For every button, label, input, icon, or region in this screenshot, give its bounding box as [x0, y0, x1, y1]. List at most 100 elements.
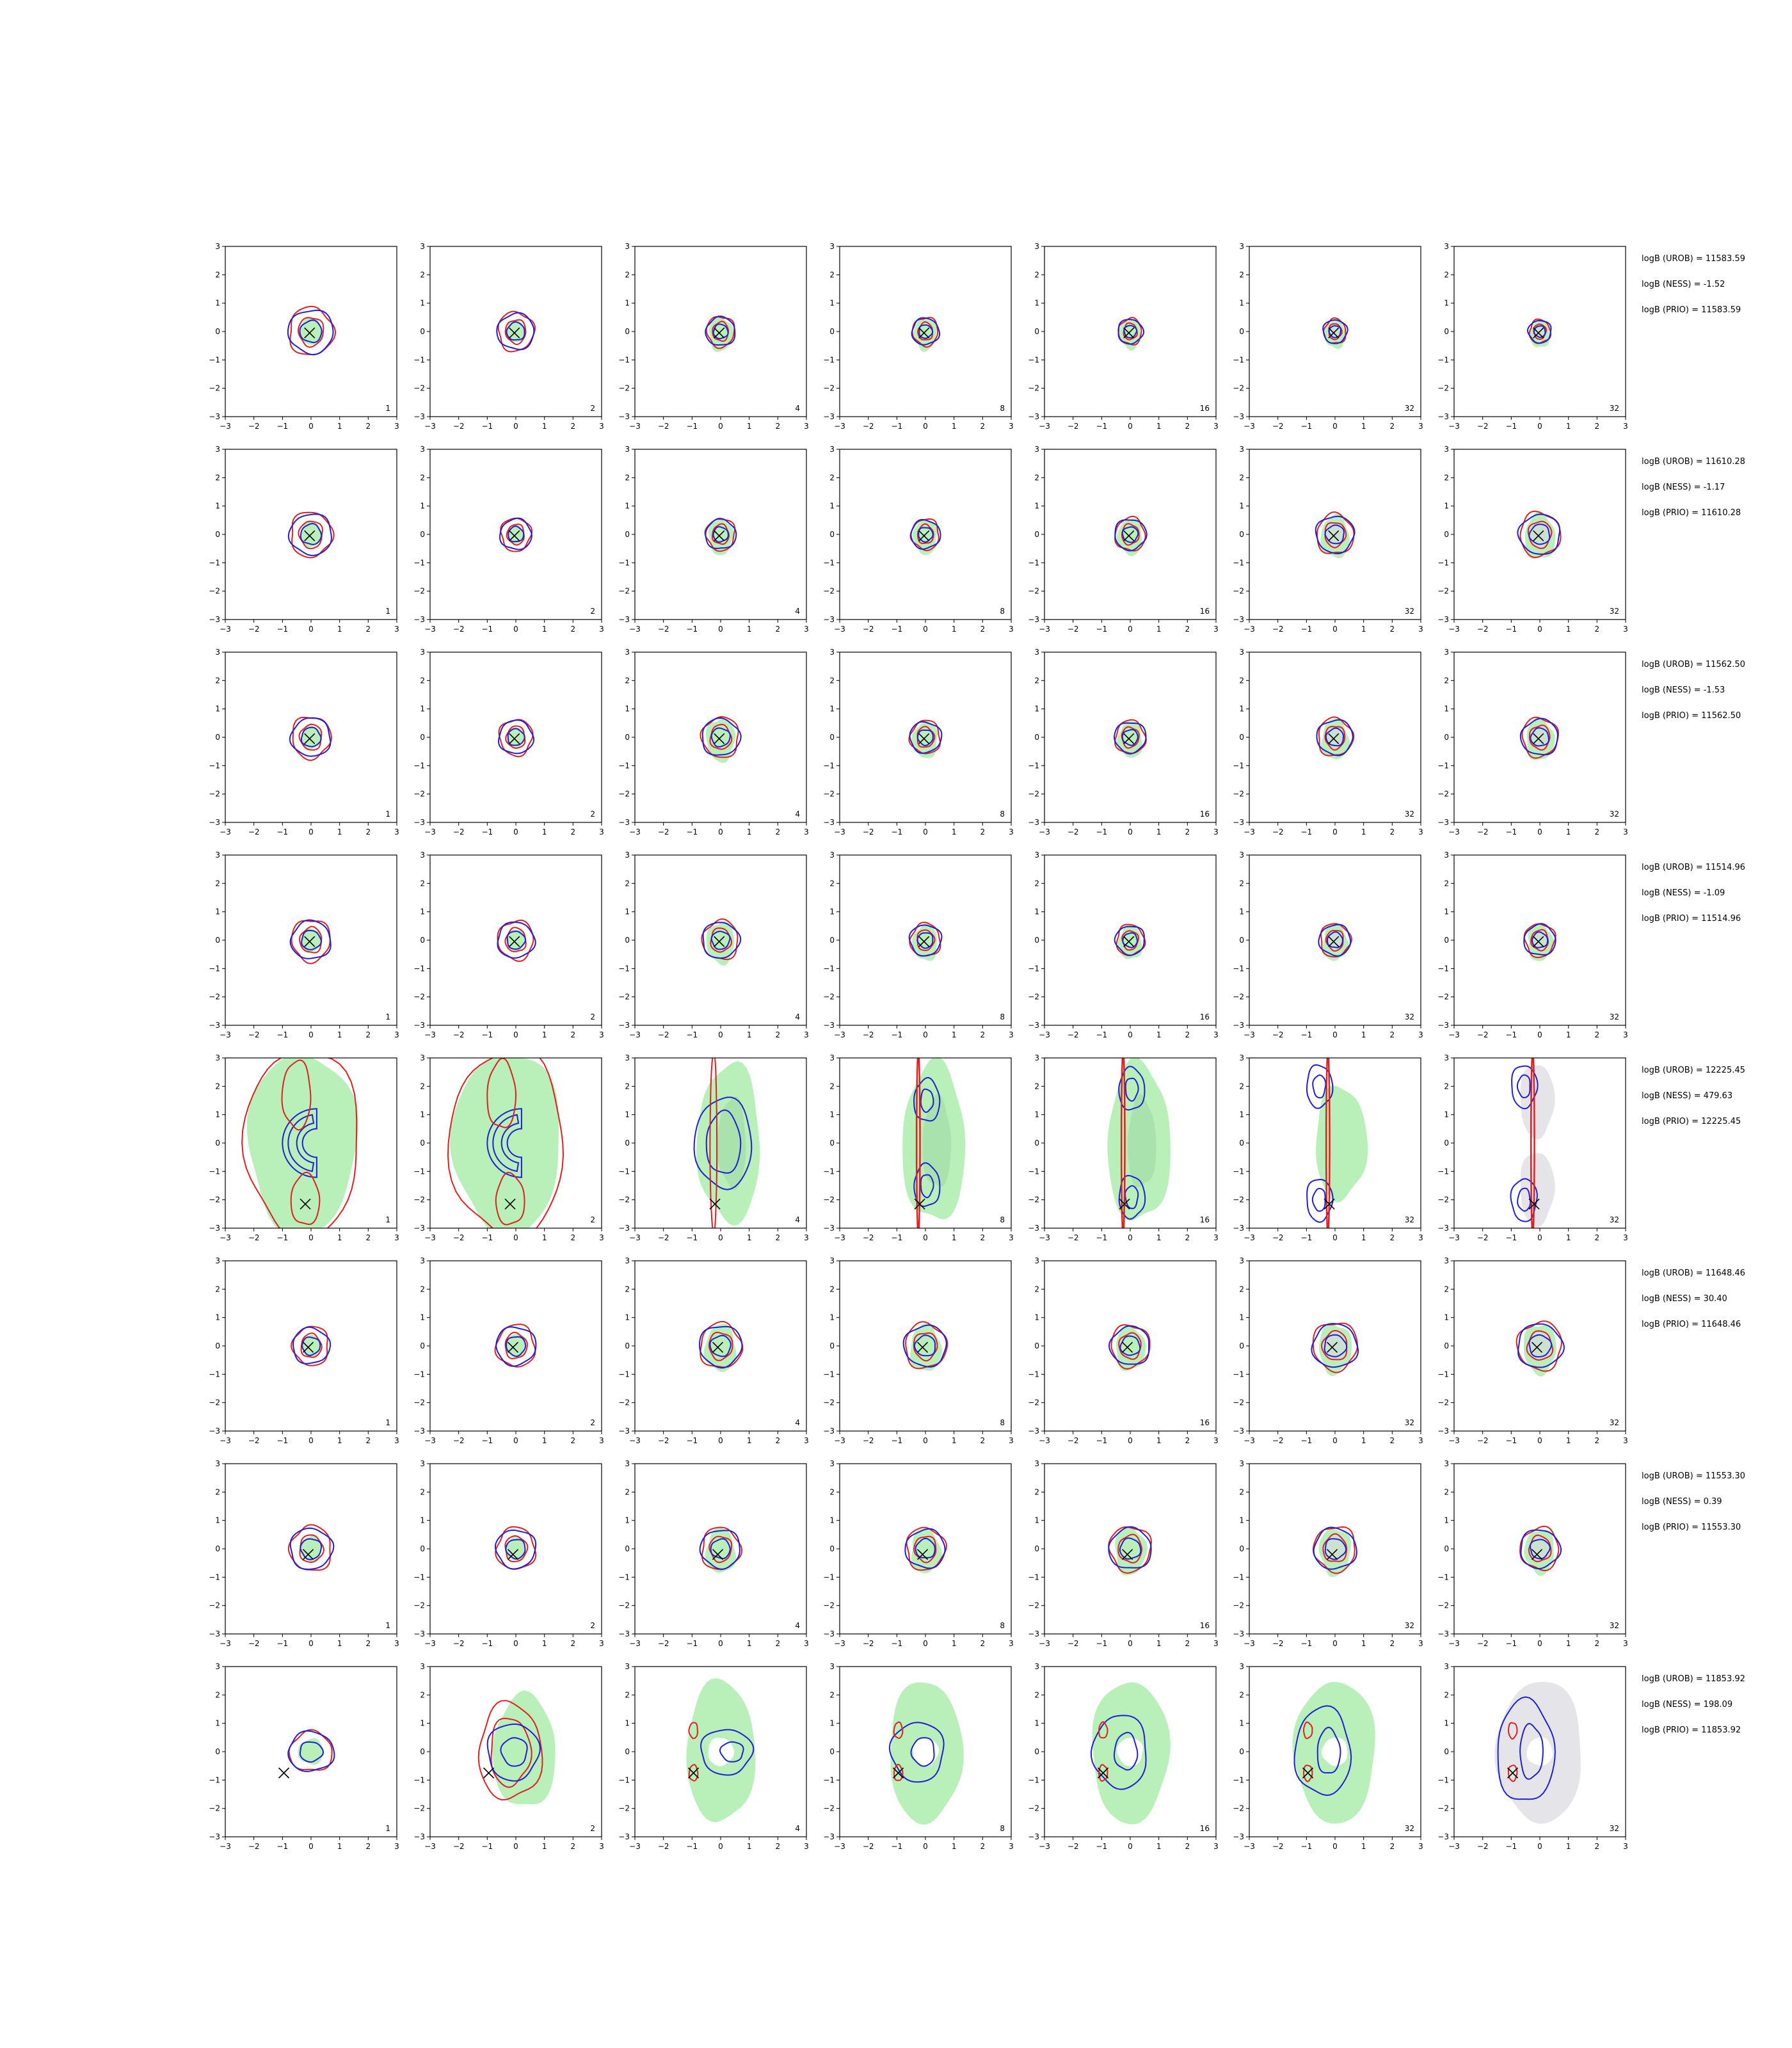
x-tick-label: 2	[980, 625, 986, 634]
y-tick-label: −3	[1028, 818, 1039, 827]
column-label: 8	[1000, 1215, 1005, 1224]
blue-contour	[1497, 1696, 1556, 1800]
y-tick-label: 3	[1034, 1256, 1039, 1265]
y-tick-label: 1	[1239, 1719, 1244, 1728]
x-tick-label: 2	[980, 1842, 986, 1851]
x-tick-label: 3	[804, 828, 809, 836]
plot-area	[1117, 317, 1145, 351]
x-tick-label: 1	[337, 625, 342, 634]
plot-area	[1312, 1526, 1357, 1578]
red-contour	[1519, 510, 1562, 559]
x-tick-label: 2	[1595, 1030, 1600, 1039]
y-tick-label: 0	[625, 1341, 630, 1350]
x-tick-label: 0	[1332, 1639, 1338, 1648]
logB-annotation: logB (PRIO) = 11648.46	[1642, 1320, 1741, 1329]
x-tick-label: 0	[1332, 1842, 1338, 1851]
plot-area	[241, 1058, 358, 1228]
plot-area	[289, 716, 332, 762]
red-contour	[709, 1058, 718, 1228]
y-tick-label: −2	[618, 1196, 630, 1204]
x-tick-label: −1	[891, 1842, 902, 1851]
y-tick-label: −3	[823, 1629, 835, 1638]
subplot-r1-c5: −3 −2 −1 0 1 2 3 3 2 1 0 −1 −2 −3 16	[1028, 242, 1219, 431]
plot-area	[497, 719, 535, 758]
x-tick-label: 3	[1009, 422, 1014, 431]
y-tick-label: 0	[1444, 1341, 1449, 1350]
true-parameter-marker	[509, 530, 520, 541]
y-tick-label: −2	[1028, 384, 1039, 393]
x-tick-label: −1	[1096, 828, 1107, 836]
y-tick-label: −2	[1028, 790, 1039, 799]
y-tick-label: −3	[209, 1629, 220, 1638]
y-tick-label: 2	[420, 473, 425, 482]
red-contour	[1516, 1320, 1563, 1372]
x-tick-label: −2	[453, 1233, 465, 1242]
x-tick-label: 1	[1156, 1030, 1162, 1039]
x-tick-label: 3	[394, 1233, 399, 1242]
y-tick-label: 0	[625, 1747, 630, 1756]
blue-contour-inner	[719, 1741, 744, 1763]
y-tick-label: 0	[1034, 936, 1039, 945]
column-label: 16	[1200, 1418, 1210, 1427]
blue-contour-inner	[705, 1109, 742, 1174]
column-label: 16	[1200, 404, 1210, 413]
y-tick-label: −3	[1233, 1224, 1244, 1233]
x-tick-label: −1	[481, 1842, 493, 1851]
x-tick-label: 3	[394, 1030, 399, 1039]
y-tick-label: 3	[1444, 445, 1449, 454]
true-parameter-marker	[918, 733, 930, 744]
y-tick-label: −3	[823, 412, 835, 421]
y-tick-label: 0	[215, 1747, 220, 1756]
blue-contour-inner	[301, 1336, 321, 1356]
x-tick-label: −3	[220, 1233, 231, 1242]
x-tick-label: 0	[718, 828, 723, 836]
x-tick-label: −1	[1096, 625, 1107, 634]
x-tick-label: −1	[481, 828, 493, 836]
y-tick-label: 1	[625, 1516, 630, 1525]
blue-contour	[1117, 319, 1145, 345]
y-tick-label: 3	[829, 1256, 835, 1265]
y-tick-label: −1	[1437, 355, 1449, 364]
true-parameter-marker	[278, 1767, 290, 1779]
y-tick-label: −1	[413, 558, 425, 567]
column-label: 1	[385, 810, 390, 819]
x-tick-label: 1	[747, 828, 752, 836]
red-contour-inner	[1325, 929, 1344, 952]
x-tick-label: 2	[1390, 1639, 1395, 1648]
plot-area	[1510, 1058, 1555, 1228]
y-tick-label: −2	[823, 1804, 835, 1813]
x-tick-label: 0	[718, 1233, 723, 1242]
x-tick-label: −3	[1448, 1639, 1460, 1648]
y-tick-label: 3	[420, 851, 425, 860]
y-tick-label: −3	[209, 1021, 220, 1030]
x-tick-label: 2	[1390, 625, 1395, 634]
subplot-r8-c1: −3 −2 −1 0 1 2 3 3 2 1 0 −1 −2 −3 1	[209, 1662, 399, 1851]
x-tick-label: −3	[1448, 422, 1460, 431]
x-tick-label: 3	[599, 1233, 604, 1242]
y-tick-label: −3	[1028, 412, 1039, 421]
density-hole	[913, 1738, 939, 1766]
y-tick-label: −2	[1437, 1398, 1449, 1407]
x-tick-label: −2	[1272, 1030, 1284, 1039]
x-tick-label: 3	[1418, 1436, 1423, 1445]
blue-contour	[1519, 717, 1558, 756]
true-parameter-marker	[893, 1767, 904, 1779]
y-tick-label: −3	[823, 1832, 835, 1841]
y-tick-label: 0	[829, 1544, 835, 1553]
x-tick-label: 0	[1128, 1842, 1133, 1851]
x-tick-label: −3	[834, 1436, 845, 1445]
x-tick-label: −3	[424, 1842, 436, 1851]
red-contour-inner	[708, 1535, 733, 1564]
x-tick-label: 2	[1390, 1233, 1395, 1242]
y-tick-label: 0	[1239, 1341, 1244, 1350]
x-tick-label: 0	[718, 422, 723, 431]
true-parameter-marker	[1326, 1549, 1338, 1560]
plot-area	[1292, 1681, 1375, 1824]
y-tick-label: 2	[1444, 1487, 1449, 1496]
x-tick-label: 0	[1128, 625, 1133, 634]
x-tick-label: 3	[1213, 1233, 1219, 1242]
blue-contour	[1118, 1174, 1146, 1220]
plot-area	[699, 1320, 744, 1372]
